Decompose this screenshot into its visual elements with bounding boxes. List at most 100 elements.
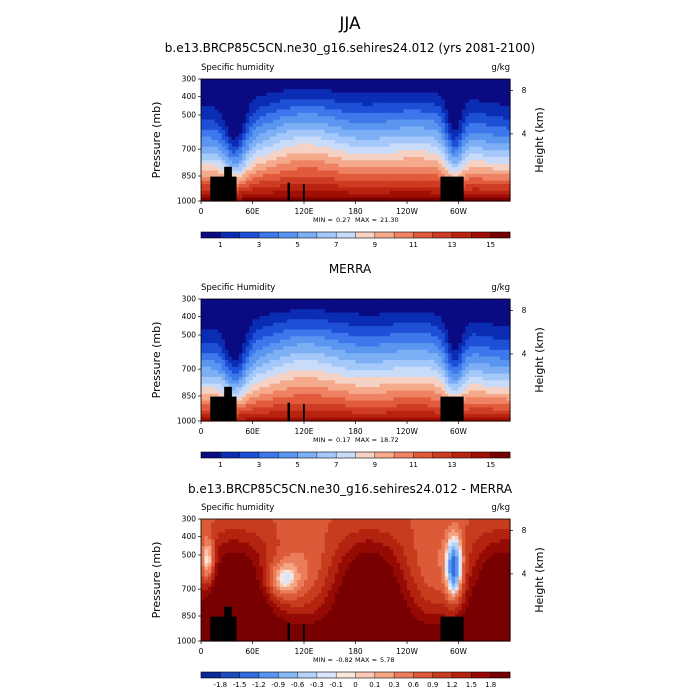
contour-cell xyxy=(393,85,398,90)
contour-cell xyxy=(266,353,271,358)
contour-cell xyxy=(468,322,473,327)
contour-cell xyxy=(276,309,281,314)
contour-cell xyxy=(290,339,295,344)
contour-cell xyxy=(286,343,291,348)
contour-cell xyxy=(499,119,504,124)
contour-cell xyxy=(304,119,309,124)
contour-cell xyxy=(386,126,391,131)
contour-cell xyxy=(262,160,267,165)
x-tick-label: 60W xyxy=(450,207,468,216)
contour-cell xyxy=(259,143,264,148)
contour-cell xyxy=(420,79,425,83)
variable-label: Specific Humidity xyxy=(201,283,275,293)
contour-cell xyxy=(262,349,267,354)
contour-cell xyxy=(417,143,422,148)
contour-cell xyxy=(231,173,236,178)
contour-cell xyxy=(479,346,484,351)
colorbar-swatch xyxy=(471,232,491,238)
contour-cell xyxy=(221,133,226,138)
contour-cell xyxy=(441,305,446,310)
contour-cell xyxy=(362,315,367,320)
contour-cell xyxy=(269,156,274,161)
contour-cell xyxy=(273,356,278,361)
contour-cell xyxy=(389,194,394,199)
contour-cell xyxy=(266,146,271,151)
contour-cell xyxy=(382,184,387,189)
contour-cell xyxy=(407,339,412,344)
contour-cell xyxy=(228,356,233,361)
contour-cell xyxy=(297,82,302,87)
contour-cell xyxy=(365,116,370,121)
contour-cell xyxy=(489,315,494,320)
contour-cell xyxy=(468,177,473,182)
contour-cell xyxy=(413,112,418,117)
contour-cell xyxy=(355,173,360,178)
contour-cell xyxy=(300,173,305,178)
contour-cell xyxy=(211,119,216,124)
contour-cell xyxy=(482,82,487,87)
contour-cell xyxy=(221,129,226,134)
contour-cell xyxy=(225,146,230,151)
contour-cell xyxy=(489,299,494,303)
contour-cell xyxy=(503,133,508,138)
contour-cell xyxy=(458,109,463,114)
contour-cell xyxy=(455,119,460,124)
contour-cell xyxy=(279,360,284,364)
contour-cell xyxy=(355,146,360,151)
contour-cell xyxy=(506,184,511,189)
contour-cell xyxy=(283,167,288,172)
contour-cell xyxy=(461,339,466,344)
contour-cell xyxy=(451,89,456,94)
contour-cell xyxy=(310,309,315,314)
contour-cell xyxy=(252,349,257,354)
contour-cell xyxy=(334,299,339,303)
contour-cell xyxy=(376,346,381,351)
contour-cell xyxy=(328,322,333,327)
contour-cell xyxy=(207,349,212,354)
contour-cell xyxy=(304,163,309,168)
contour-cell xyxy=(355,190,360,195)
contour-cell xyxy=(355,95,360,100)
contour-cell xyxy=(492,95,497,100)
contour-cell xyxy=(479,160,484,165)
contour-cell xyxy=(259,99,264,104)
contour-cell xyxy=(427,349,432,354)
contour-cell xyxy=(252,136,257,141)
contour-cell xyxy=(331,349,336,354)
contour-cell xyxy=(444,312,449,317)
contour-cell xyxy=(207,150,212,155)
contour-cell xyxy=(235,332,240,337)
contour-cell xyxy=(276,194,281,199)
contour-cell xyxy=(242,353,247,358)
contour-cell xyxy=(304,194,309,199)
contour-cell xyxy=(503,312,508,317)
contour-cell xyxy=(410,129,415,134)
contour-cell xyxy=(228,89,233,94)
contour-cell xyxy=(492,180,497,185)
contour-cell xyxy=(407,349,412,354)
contour-cell xyxy=(396,184,401,189)
contour-cell xyxy=(465,309,470,314)
contour-cell xyxy=(482,119,487,124)
contour-cell xyxy=(314,315,319,320)
contour-cell xyxy=(310,95,315,100)
contour-cell xyxy=(400,150,405,155)
contour-cell xyxy=(242,82,247,87)
contour-cell xyxy=(290,163,295,168)
contour-cell xyxy=(427,336,432,341)
contour-cell xyxy=(434,356,439,361)
contour-cell xyxy=(424,163,429,168)
contour-cell xyxy=(365,106,370,111)
contour-cell xyxy=(489,329,494,334)
contour-cell xyxy=(451,79,456,83)
contour-cell xyxy=(300,339,305,344)
contour-cell xyxy=(465,197,470,202)
contour-cell xyxy=(369,194,374,199)
contour-cell xyxy=(434,326,439,331)
contour-cell xyxy=(434,133,439,138)
contour-cell xyxy=(475,160,480,165)
contour-cell xyxy=(245,360,250,364)
contour-cell xyxy=(400,180,405,185)
contour-cell xyxy=(204,184,209,189)
contour-cell xyxy=(307,173,312,178)
